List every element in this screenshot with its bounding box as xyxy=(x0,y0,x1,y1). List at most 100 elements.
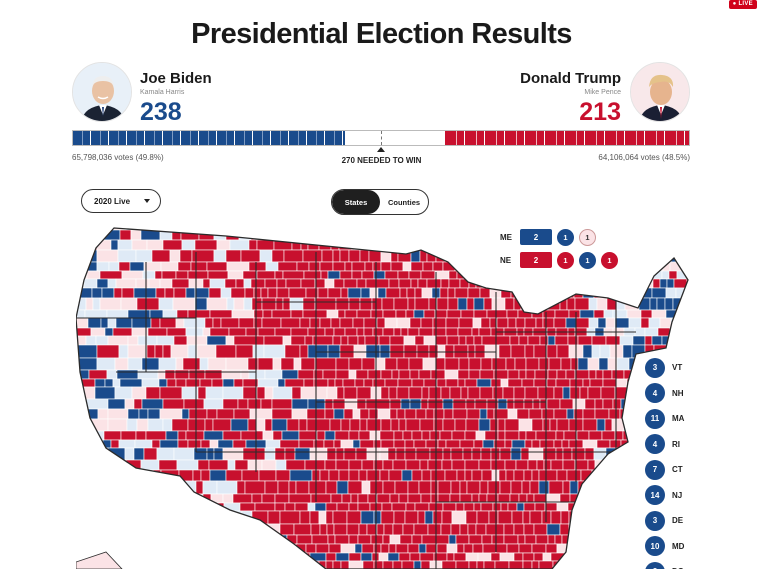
county-region xyxy=(407,297,416,311)
county-region xyxy=(582,439,598,449)
electoral-vote-circle: 4 xyxy=(645,434,665,455)
county-region xyxy=(123,469,145,482)
county-region xyxy=(373,439,382,449)
small-state-de[interactable]: 3 DE xyxy=(645,508,684,534)
county-region xyxy=(336,480,349,495)
county-region xyxy=(445,317,460,329)
small-state-nj[interactable]: 14 NJ xyxy=(645,483,684,509)
county-region xyxy=(689,250,696,262)
county-region xyxy=(437,439,447,449)
county-region xyxy=(681,317,688,329)
county-region xyxy=(264,480,279,495)
county-region xyxy=(529,510,543,525)
county-region xyxy=(468,560,478,569)
county-region xyxy=(506,309,519,319)
district-split-ne[interactable]: NE 2 1 1 1 xyxy=(500,251,623,269)
county-region xyxy=(624,270,638,280)
county-region xyxy=(207,270,229,280)
county-region xyxy=(451,430,466,441)
county-region xyxy=(222,378,235,388)
county-region xyxy=(202,278,211,289)
county-region xyxy=(265,439,281,449)
county-region xyxy=(681,297,688,311)
district-split-me[interactable]: ME 2 1 1 xyxy=(500,228,601,246)
county-region xyxy=(175,560,187,569)
county-region xyxy=(181,239,196,251)
county-region xyxy=(466,249,476,263)
county-region xyxy=(515,278,524,289)
small-state-nh[interactable]: 4 NH xyxy=(645,381,684,407)
small-state-ma[interactable]: 11 MA xyxy=(645,406,684,432)
county-region xyxy=(82,447,96,461)
county-region xyxy=(554,335,569,346)
county-region xyxy=(250,278,266,289)
county-region xyxy=(115,502,132,512)
small-states-list: 3VT4NH11MA4RI7CT14NJ3DE10MD3DC xyxy=(645,355,684,569)
states-toggle-option[interactable]: States xyxy=(332,190,380,214)
county-region xyxy=(393,297,409,311)
county-region xyxy=(236,523,252,536)
county-region xyxy=(617,480,627,495)
county-region xyxy=(340,228,351,231)
county-region xyxy=(371,297,383,311)
county-region xyxy=(261,297,277,311)
small-state-vt[interactable]: 3 VT xyxy=(645,355,684,381)
county-region xyxy=(364,261,374,272)
year-select[interactable]: 2020 Live xyxy=(81,189,161,213)
county-region xyxy=(656,297,666,311)
county-region xyxy=(587,278,596,289)
county-region xyxy=(293,228,314,231)
county-region xyxy=(296,534,313,545)
small-state-md[interactable]: 10 MD xyxy=(645,534,684,560)
county-region xyxy=(475,261,487,272)
county-region xyxy=(135,430,147,441)
county-region xyxy=(504,459,517,471)
county-region xyxy=(446,543,458,554)
county-region xyxy=(196,502,216,512)
county-region xyxy=(114,357,129,371)
county-region xyxy=(369,430,381,441)
county-region xyxy=(361,480,371,495)
county-region xyxy=(582,418,598,432)
county-region xyxy=(189,510,211,525)
county-region xyxy=(434,229,445,241)
county-region xyxy=(300,560,312,569)
county-region xyxy=(324,278,335,289)
county-region xyxy=(76,480,98,495)
county-region xyxy=(244,480,266,495)
county-region xyxy=(280,317,301,329)
county-region xyxy=(191,249,215,263)
county-region xyxy=(450,480,461,495)
small-state-dc[interactable]: 3DC xyxy=(645,559,684,569)
county-region xyxy=(335,552,350,562)
county-region xyxy=(382,560,394,569)
small-state-ct[interactable]: 7 CT xyxy=(645,457,684,483)
county-region xyxy=(363,317,378,329)
county-region xyxy=(613,228,624,231)
county-region xyxy=(473,229,487,241)
county-region xyxy=(202,327,211,337)
county-region xyxy=(532,398,541,410)
view-toggle[interactable]: States Counties xyxy=(331,189,429,215)
county-region xyxy=(76,261,98,272)
county-region xyxy=(689,544,696,553)
county-region xyxy=(691,511,696,524)
county-region xyxy=(195,480,204,495)
county-region xyxy=(315,543,330,554)
county-region xyxy=(162,344,172,359)
county-results-map[interactable] xyxy=(75,222,696,569)
small-state-ri[interactable]: 4 RI xyxy=(645,432,684,458)
electoral-vote-circle: 3 xyxy=(645,561,665,569)
us-map-svg[interactable] xyxy=(75,222,696,569)
county-region xyxy=(582,408,596,420)
county-region xyxy=(436,543,448,554)
counties-toggle-option[interactable]: Counties xyxy=(387,197,421,207)
county-region xyxy=(608,239,620,251)
county-region xyxy=(284,543,297,554)
state-abbreviation: MD xyxy=(672,541,685,551)
county-region xyxy=(608,270,619,280)
county-region xyxy=(613,510,628,525)
county-region xyxy=(172,534,183,545)
county-region xyxy=(619,335,634,346)
county-region xyxy=(588,317,599,329)
